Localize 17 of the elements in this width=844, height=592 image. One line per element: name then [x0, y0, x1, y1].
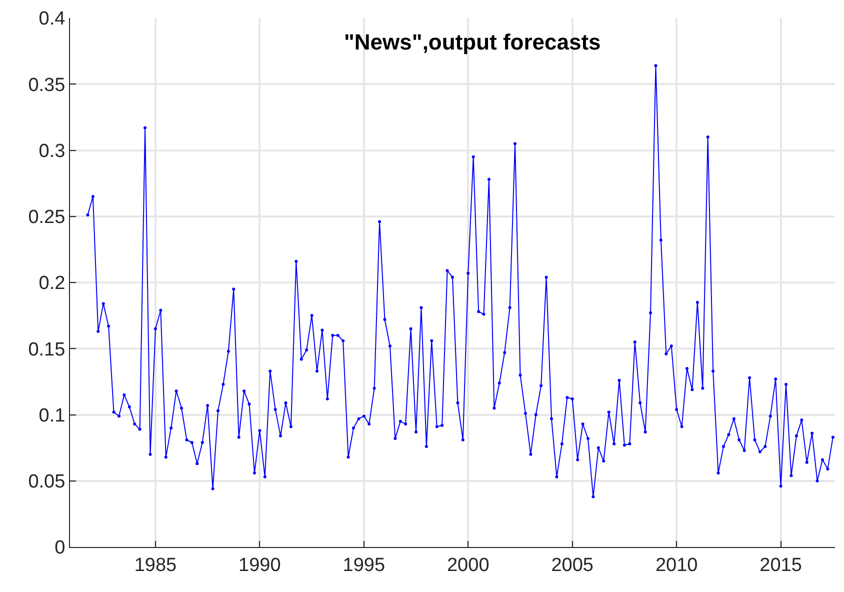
y-tick-label: 0.05 [28, 472, 66, 493]
text: "News",output forecasts [344, 30, 601, 55]
y-tick-label: 0.25 [28, 207, 66, 228]
y-tick-label: 0.1 [38, 405, 66, 426]
x-tick-label: 2000 [446, 554, 490, 576]
y-tick-label: 0.4 [38, 8, 66, 30]
x-tick-label: 1985 [134, 554, 177, 576]
y-tick-label: 0.35 [28, 74, 66, 96]
y-tick-label: 0.3 [38, 140, 66, 162]
y-tick-label: 0 [54, 538, 66, 559]
x-tick-label: 1995 [342, 554, 386, 576]
x-tick-label: 2005 [551, 554, 594, 576]
x-tick-label: 1990 [238, 554, 281, 576]
x-tick-label: 2015 [760, 554, 802, 576]
x-tick-label: 2010 [655, 554, 698, 576]
y-tick-label: 0.2 [38, 273, 66, 294]
y-tick-label: 0.15 [28, 339, 66, 360]
